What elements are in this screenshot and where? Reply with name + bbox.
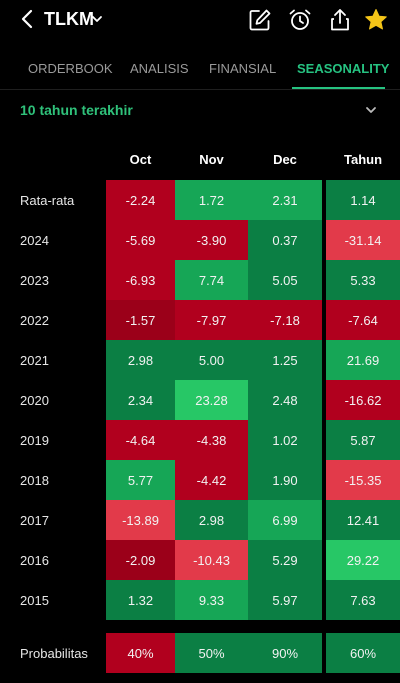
row-label: 2015 (20, 593, 49, 608)
tab-bar: ORDERBOOK ANALISIS FINANSIAL SEASONALITY (0, 50, 400, 90)
star-icon[interactable] (363, 7, 389, 33)
table-cell: 2.48 (248, 380, 322, 420)
table-cell: 5.87 (326, 420, 400, 460)
alarm-icon[interactable] (287, 7, 313, 33)
tab-seasonality[interactable]: SEASONALITY (297, 61, 390, 76)
row-label: 2023 (20, 273, 49, 288)
row-label: 2021 (20, 353, 49, 368)
row-label: 2019 (20, 433, 49, 448)
table-cell: -4.64 (106, 420, 175, 460)
row-label: Rata-rata (20, 193, 75, 208)
table-cell: 12.41 (326, 500, 400, 540)
row-label: 2017 (20, 513, 49, 528)
share-icon[interactable] (327, 7, 353, 33)
column-header-dec: Dec (273, 152, 297, 167)
table-cell: 5.77 (106, 460, 175, 500)
table-cell: 1.14 (326, 180, 400, 220)
table-cell: 5.33 (326, 260, 400, 300)
table-cell: 9.33 (175, 580, 248, 620)
tab-analisis[interactable]: ANALISIS (130, 61, 189, 76)
table-cell: 2.98 (106, 340, 175, 380)
back-icon[interactable] (18, 8, 38, 30)
table-cell: -5.69 (106, 220, 175, 260)
probability-cell: 40% (106, 633, 175, 673)
table-cell: -2.09 (106, 540, 175, 580)
app-header: TLKM (0, 0, 400, 40)
ticker-symbol[interactable]: TLKM (44, 9, 94, 29)
table-cell: 6.99 (248, 500, 322, 540)
table-cell: -1.57 (106, 300, 175, 340)
table-cell: -10.43 (175, 540, 248, 580)
table-cell: -6.93 (106, 260, 175, 300)
divider (0, 620, 400, 623)
table-cell: 23.28 (175, 380, 248, 420)
table-cell: 2.98 (175, 500, 248, 540)
probability-label: Probabilitas (20, 646, 88, 661)
probability-cell: 60% (326, 633, 400, 673)
table-cell: 7.74 (175, 260, 248, 300)
row-label: 2024 (20, 233, 49, 248)
column-header-tahun: Tahun (343, 152, 383, 167)
table-cell: -15.35 (326, 460, 400, 500)
table-cell: -7.64 (326, 300, 400, 340)
table-cell: -7.97 (175, 300, 248, 340)
table-cell: 5.97 (248, 580, 322, 620)
table-cell: -13.89 (106, 500, 175, 540)
row-label: 2016 (20, 553, 49, 568)
probability-cell: 50% (175, 633, 248, 673)
row-label: 2018 (20, 473, 49, 488)
table-cell: -3.90 (175, 220, 248, 260)
table-cell: 1.25 (248, 340, 322, 380)
table-cell: 1.02 (248, 420, 322, 460)
table-cell: 1.32 (106, 580, 175, 620)
edit-note-icon[interactable] (247, 7, 273, 33)
table-cell: 5.00 (175, 340, 248, 380)
tab-orderbook[interactable]: ORDERBOOK (28, 61, 113, 76)
probability-cell: 90% (248, 633, 322, 673)
table-cell: 2.34 (106, 380, 175, 420)
period-selector[interactable]: 10 tahun terakhir (20, 102, 133, 118)
table-cell: -4.42 (175, 460, 248, 500)
column-header-nov: Nov (199, 152, 224, 167)
table-cell: 1.72 (175, 180, 248, 220)
tab-finansial[interactable]: FINANSIAL (209, 61, 277, 76)
table-cell: 2.31 (248, 180, 322, 220)
table-cell: 7.63 (326, 580, 400, 620)
column-header-oct: Oct (129, 152, 152, 167)
table-cell: -2.24 (106, 180, 175, 220)
table-cell: 5.05 (248, 260, 322, 300)
table-cell: 0.37 (248, 220, 322, 260)
chevron-down-icon[interactable] (91, 12, 103, 26)
table-cell: 5.29 (248, 540, 322, 580)
row-label: 2022 (20, 313, 49, 328)
table-cell: -31.14 (326, 220, 400, 260)
table-cell: -4.38 (175, 420, 248, 460)
table-cell: -7.18 (248, 300, 322, 340)
chevron-down-icon[interactable] (364, 103, 378, 117)
active-tab-indicator (292, 87, 385, 89)
table-cell: 1.90 (248, 460, 322, 500)
table-cell: 21.69 (326, 340, 400, 380)
table-cell: 29.22 (326, 540, 400, 580)
row-label: 2020 (20, 393, 49, 408)
table-cell: -16.62 (326, 380, 400, 420)
